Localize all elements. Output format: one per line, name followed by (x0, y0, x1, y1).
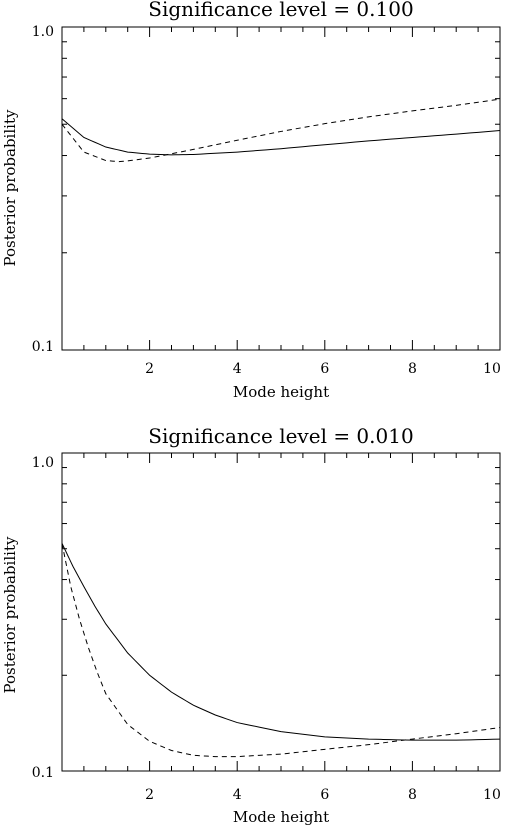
x-tick-label: 4 (233, 787, 242, 803)
y-axis-label-top: Posterior probability (1, 109, 19, 266)
chart-panel-bottom: Significance level = 0.010 2 4 6 8 10 1.0 0.… (1, 424, 501, 826)
x-tick-label: 6 (320, 361, 329, 377)
x-tick-label: 2 (145, 787, 154, 803)
chart-title-bottom: Significance level = 0.010 (148, 424, 413, 448)
y-tick-label-bottom-1.0: 1.0 (32, 455, 54, 471)
x-tick-label: 2 (145, 361, 154, 377)
x-tick-label: 8 (408, 361, 417, 377)
series-line-dashed-bottom (61, 543, 501, 758)
chart-panel-top: Significance level = 0.100 2 4 6 8 10 1.0 0.… (1, 0, 501, 401)
x-axis-label-bottom: Mode height (233, 808, 329, 826)
series-group-top (61, 98, 501, 163)
x-tick-label: 10 (483, 361, 501, 377)
plot-frame-bottom (61, 452, 501, 772)
series-line-dashed-top (61, 98, 501, 163)
chart-title-top: Significance level = 0.100 (148, 0, 413, 21)
y-axis-label-bottom: Posterior probability (1, 536, 19, 693)
x-tick-labels-bottom: 2 4 6 8 10 (145, 787, 501, 803)
x-tick-label: 6 (320, 787, 329, 803)
series-line-solid-top (61, 118, 501, 156)
axis-ticks-top (62, 27, 501, 350)
y-tick-label-bottom-0.1: 0.1 (32, 765, 54, 781)
x-tick-label: 10 (483, 787, 501, 803)
axis-ticks-bottom (62, 453, 501, 771)
y-tick-label-top-0.1: 0.1 (32, 339, 54, 355)
series-line-solid-bottom (61, 543, 501, 741)
y-tick-label-top-1.0: 1.0 (32, 24, 54, 40)
x-tick-label: 4 (233, 361, 242, 377)
x-axis-label-top: Mode height (233, 383, 329, 401)
series-group-bottom (61, 543, 501, 758)
x-tick-label: 8 (408, 787, 417, 803)
plot-frame-top (61, 26, 501, 351)
x-tick-labels-top: 2 4 6 8 10 (145, 361, 501, 377)
